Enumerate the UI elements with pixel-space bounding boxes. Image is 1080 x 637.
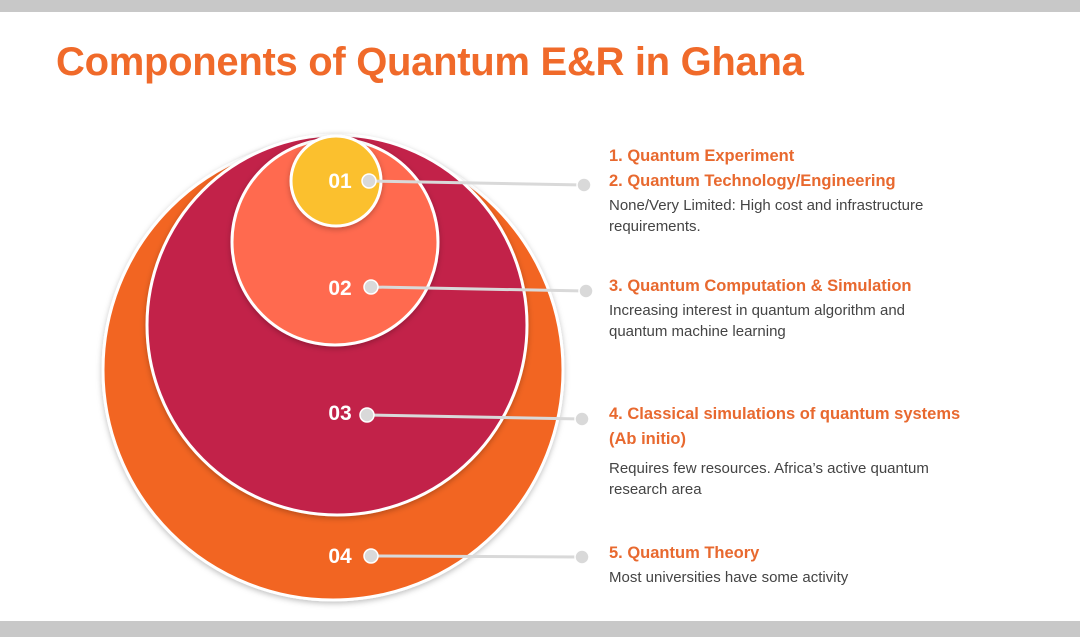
connector-end-dot-01 (576, 177, 592, 193)
level-03-heading: 4. Classical simulations of quantum syst… (609, 405, 961, 448)
connector-start-dot-01 (361, 173, 377, 189)
level-03-block: 4. Classical simulations of quantum syst… (609, 402, 1049, 500)
connector-start-dot-03 (359, 407, 375, 423)
level-02-block: 3. Quantum Computation & Simulation Incr… (609, 274, 1049, 342)
connector-start-dot-02 (363, 279, 379, 295)
level-01-description: None/Very Limited: High cost and infrast… (609, 197, 924, 235)
level-04-description: Most universities have some activity (609, 569, 849, 586)
level-number-02: 02 (328, 277, 351, 300)
level-number-01: 01 (328, 170, 352, 193)
page-title: Components of Quantum E&R in Ghana (56, 40, 804, 84)
connector-03 (366, 413, 583, 421)
level-02-heading: 3. Quantum Computation & Simulation (609, 277, 912, 295)
connector-02 (370, 285, 587, 293)
level-01-heading-2: 2. Quantum Technology/Engineering (609, 172, 896, 190)
bottom-band (0, 621, 1080, 637)
connector-01 (368, 179, 585, 187)
connector-end-dot-03 (574, 411, 590, 427)
level-01-heading-1: 1. Quantum Experiment (609, 147, 795, 165)
level-03-description: Requires few resources. Africa’s active … (609, 460, 929, 498)
connector-04 (370, 554, 583, 559)
connector-end-dot-02 (578, 283, 594, 299)
level-01-block: 1. Quantum Experiment 2. Quantum Technol… (609, 144, 1049, 237)
level-04-heading: 5. Quantum Theory (609, 544, 760, 562)
level-number-04: 04 (328, 545, 352, 568)
connector-end-dot-04 (574, 549, 590, 565)
level-04-block: 5. Quantum Theory Most universities have… (609, 541, 1049, 588)
level-number-03: 03 (328, 402, 351, 425)
level-02-description: Increasing interest in quantum algorithm… (609, 302, 906, 340)
top-band (0, 0, 1080, 12)
connector-start-dot-04 (363, 548, 379, 564)
